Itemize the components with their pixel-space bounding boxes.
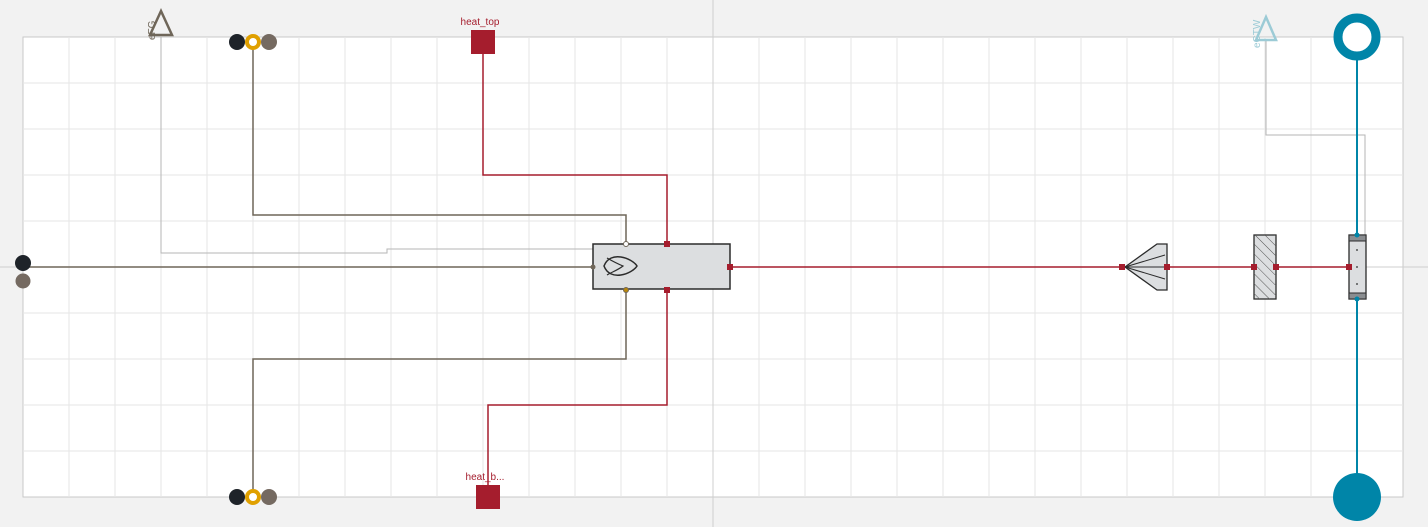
ring-icon	[1333, 13, 1381, 61]
filled-circle-icon	[1333, 473, 1381, 521]
nozzle-line	[1124, 266, 1166, 280]
pipe-dot	[1356, 266, 1358, 268]
input-ctw[interactable]: eCTW	[1252, 13, 1278, 48]
heat-connector-right	[727, 264, 733, 270]
fluid-connector-top	[1354, 232, 1360, 238]
filled-circle-icon	[229, 34, 245, 50]
filled-circle-icon	[15, 255, 31, 271]
input-fg[interactable]: eFG	[147, 7, 174, 40]
gas-connection-bottom[interactable]	[252, 290, 627, 496]
nozzle-component[interactable]	[1119, 243, 1170, 291]
burner-component[interactable]	[590, 241, 734, 293]
square-icon	[476, 485, 500, 509]
heat-connector-bottom	[664, 287, 670, 293]
heat-connector-top	[664, 241, 670, 247]
heat-connector-right	[1273, 264, 1279, 270]
filled-circle-icon	[229, 489, 245, 505]
heat-connector-left	[1251, 264, 1257, 270]
burner-body	[592, 243, 731, 290]
ring-icon	[245, 489, 261, 505]
triangle-outline-icon	[1254, 13, 1278, 42]
filled-circle-icon	[261, 34, 277, 50]
pipe-dot	[1356, 249, 1358, 251]
triangle-outline-icon	[148, 7, 174, 37]
fluid-connector-bottom	[1354, 296, 1360, 302]
square-icon	[471, 30, 495, 54]
heat-connector-right	[1164, 264, 1170, 270]
pipe-dot	[1356, 283, 1358, 285]
signal-connection-fg[interactable]	[160, 37, 593, 254]
wall-hatch	[1254, 235, 1276, 299]
heat-port-top[interactable]: heat_top	[461, 17, 500, 54]
gas-port-left[interactable]	[15, 255, 31, 289]
pipe-component[interactable]	[1346, 232, 1367, 302]
filled-circle-icon	[15, 273, 31, 289]
heat-port-top-label: heat_top	[461, 17, 500, 28]
gas-connector-left	[590, 264, 596, 270]
gas-connector-bottom	[623, 287, 629, 293]
heat-connector-left	[1346, 264, 1352, 270]
gas-port-top[interactable]	[229, 34, 277, 50]
heat-connection-bottom[interactable]	[487, 290, 668, 497]
wall-component[interactable]	[1251, 234, 1279, 300]
nozzle-line	[1124, 254, 1166, 268]
heat-connection-top[interactable]	[482, 42, 668, 244]
flame-icon	[603, 256, 638, 276]
flame-inner-icon	[606, 257, 625, 276]
gas-connector-top	[623, 241, 629, 247]
heat-port-bottom-label: heat_b...	[466, 472, 505, 483]
input-fg-label: eFG	[147, 20, 158, 40]
signal-connection-ctw[interactable]	[1265, 40, 1366, 235]
gas-connection-top[interactable]	[252, 42, 627, 244]
filled-circle-icon	[261, 489, 277, 505]
fluid-port-bottom[interactable]	[1333, 473, 1381, 521]
ring-icon	[245, 34, 261, 50]
input-ctw-label: eCTW	[1252, 19, 1263, 48]
heat-connector-left	[1119, 264, 1125, 270]
fluid-port-top[interactable]	[1333, 13, 1381, 61]
heat-port-bottom[interactable]: heat_b...	[466, 472, 505, 509]
gas-port-bottom[interactable]	[229, 489, 277, 505]
